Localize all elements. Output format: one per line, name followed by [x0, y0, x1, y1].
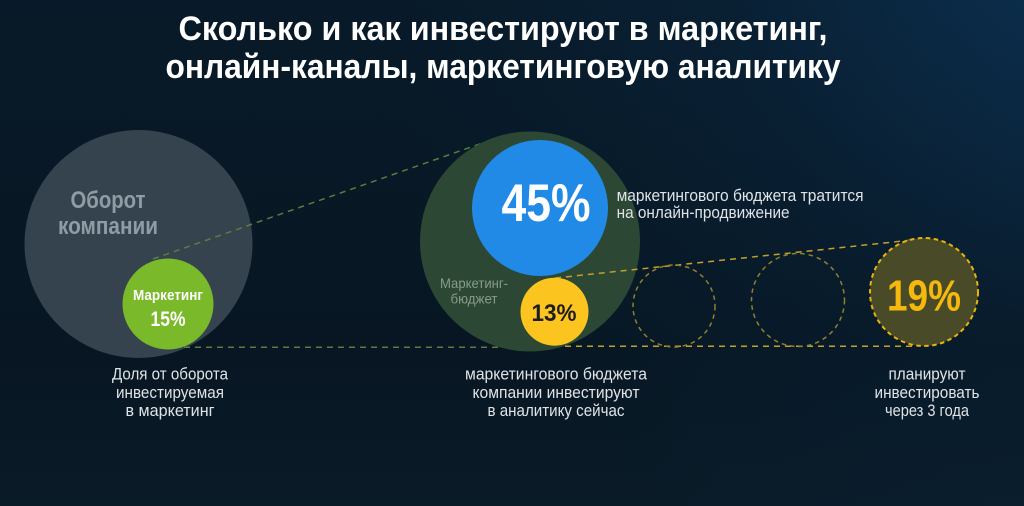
svg-text:в маркетинг: в маркетинг — [126, 402, 215, 420]
svg-text:инвестируемая: инвестируемая — [116, 384, 224, 402]
svg-text:в аналитику сейчас: в аналитику сейчас — [488, 402, 625, 420]
svg-text:маркетингового бюджета: маркетингового бюджета — [465, 366, 648, 384]
svg-text:Сколько и как инвестируют в ма: Сколько и как инвестируют в маркетинг, — [179, 10, 828, 48]
svg-text:компании инвестируют: компании инвестируют — [473, 384, 640, 402]
svg-text:маркетингового бюджета тратитс: маркетингового бюджета тратится — [617, 186, 864, 205]
svg-text:компании: компании — [58, 213, 158, 240]
svg-text:бюджет: бюджет — [451, 291, 499, 307]
svg-text:планируют: планируют — [889, 366, 966, 384]
svg-text:Оборот: Оборот — [71, 187, 146, 214]
svg-text:15%: 15% — [151, 308, 186, 331]
svg-text:через 3 года: через 3 года — [885, 402, 970, 420]
svg-text:Маркетинг-: Маркетинг- — [440, 275, 508, 291]
svg-text:инвестировать: инвестировать — [875, 384, 980, 402]
svg-text:Доля от оборота: Доля от оборота — [112, 366, 229, 384]
svg-text:45%: 45% — [502, 174, 591, 233]
svg-text:онлайн-каналы, маркетинговую а: онлайн-каналы, маркетинговую аналитику — [166, 48, 841, 86]
svg-text:на онлайн-продвижение: на онлайн-продвижение — [617, 203, 790, 222]
svg-text:Маркетинг: Маркетинг — [133, 287, 203, 304]
svg-text:13%: 13% — [532, 300, 577, 327]
svg-text:19%: 19% — [887, 272, 961, 321]
